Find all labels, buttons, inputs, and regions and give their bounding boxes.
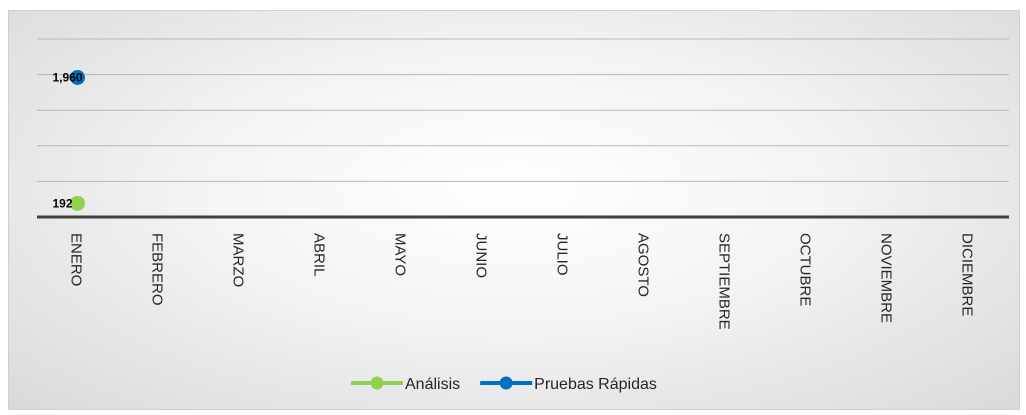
data-label: 192 bbox=[53, 196, 73, 210]
data-point bbox=[70, 195, 85, 211]
x-tick-label: OCTUBRE bbox=[797, 233, 814, 306]
x-tick-labels: ENERO FEBRERO MARZO ABRIL MAYO JUNIO JULIO AGOS… bbox=[68, 233, 976, 330]
x-tick-label: ABRIL bbox=[311, 233, 328, 276]
legend-label: Análisis bbox=[405, 376, 460, 393]
x-tick-label: SEPTIEMBRE bbox=[716, 233, 733, 330]
legend-label: Pruebas Rápidas bbox=[534, 376, 657, 393]
x-tick-label: JUNIO bbox=[473, 233, 490, 278]
line-chart: ENERO FEBRERO MARZO ABRIL MAYO JUNIO JULIO AGOS… bbox=[37, 38, 1009, 393]
x-tick-label: FEBRERO bbox=[149, 233, 166, 306]
legend-swatch-marker bbox=[370, 376, 384, 390]
data-labels: 192 1,960 bbox=[53, 70, 83, 210]
gridlines bbox=[37, 38, 1009, 182]
x-tick-label: JULIO bbox=[554, 233, 571, 276]
x-tick-label: ENERO bbox=[68, 233, 85, 286]
legend-item: Análisis bbox=[351, 376, 460, 393]
legend-swatch-marker bbox=[499, 376, 513, 390]
data-label: 1,960 bbox=[53, 70, 83, 84]
x-tick-label: DICIEMBRE bbox=[959, 233, 976, 316]
data-point bbox=[70, 69, 85, 85]
chart-frame: ENERO FEBRERO MARZO ABRIL MAYO JUNIO JULIO AGOS… bbox=[8, 10, 1020, 410]
x-tick-label: NOVIEMBRE bbox=[878, 233, 895, 323]
legend-item: Pruebas Rápidas bbox=[480, 376, 657, 393]
x-tick-label: AGOSTO bbox=[635, 233, 652, 297]
legend: Análisis Pruebas Rápidas bbox=[351, 376, 657, 393]
x-tick-label: MAYO bbox=[392, 233, 409, 276]
series-layer bbox=[70, 69, 85, 211]
x-tick-label: MARZO bbox=[230, 233, 247, 287]
